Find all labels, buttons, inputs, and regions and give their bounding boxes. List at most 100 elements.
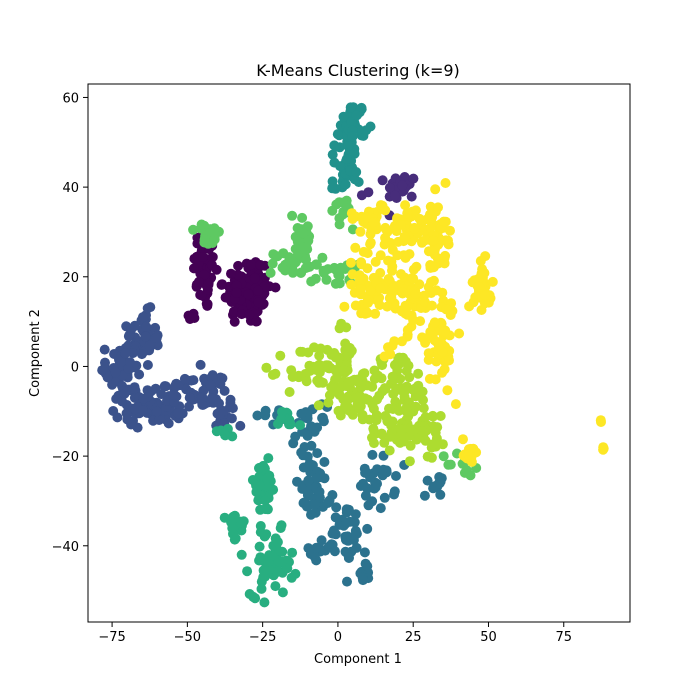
scatter-point: [328, 525, 339, 536]
scatter-point: [406, 191, 417, 202]
scatter-point: [287, 371, 298, 382]
scatter-point: [309, 552, 320, 563]
scatter-point: [375, 283, 386, 294]
scatter-point: [355, 275, 366, 286]
scatter-point: [335, 161, 346, 172]
scatter-point: [428, 411, 438, 422]
scatter-point: [276, 520, 287, 531]
scatter-point: [350, 300, 361, 311]
scatter-point: [327, 205, 338, 216]
scatter-point: [359, 368, 370, 379]
scatter-point: [312, 448, 323, 459]
scatter-point: [347, 214, 358, 224]
scatter-point: [303, 475, 314, 486]
scatter-point: [420, 412, 431, 422]
scatter-point: [474, 281, 485, 292]
scatter-point: [308, 423, 319, 434]
scatter-point: [430, 427, 441, 438]
x-tick-label: 25: [405, 630, 422, 645]
scatter-point: [340, 179, 351, 190]
scatter-point: [100, 357, 110, 368]
scatter-point: [358, 575, 368, 586]
scatter-point: [231, 287, 242, 298]
scatter-point: [141, 321, 152, 332]
scatter-point: [370, 308, 381, 319]
y-axis-ticks: −40 −20 0 20 40 60: [52, 91, 88, 555]
scatter-point: [351, 167, 362, 177]
scatter-point: [430, 184, 441, 195]
scatter-point: [321, 274, 332, 285]
scatter-point: [344, 516, 355, 527]
scatter-point: [347, 224, 358, 235]
scatter-point: [229, 534, 240, 545]
scatter-point: [399, 386, 410, 397]
scatter-point: [439, 326, 450, 337]
scatter-point: [598, 443, 609, 454]
scatter-point: [368, 423, 379, 434]
scatter-point: [163, 418, 174, 429]
scatter-point: [402, 309, 413, 320]
scatter-point: [144, 340, 155, 351]
scatter-point: [355, 226, 366, 237]
scatter-point: [475, 256, 486, 266]
scatter-point: [359, 547, 370, 558]
scatter-point: [365, 285, 376, 296]
scatter-point: [246, 259, 257, 270]
scatter-point: [208, 227, 219, 238]
scatter-point: [196, 290, 207, 301]
scatter-point: [122, 414, 133, 425]
scatter-point: [410, 401, 421, 412]
y-tick-label: −20: [52, 450, 79, 465]
y-tick-label: 60: [62, 91, 79, 106]
scatter-point: [259, 597, 270, 608]
scatter-point: [423, 348, 434, 359]
scatter-point: [292, 249, 303, 260]
scatter-point: [249, 273, 260, 284]
scatter-point: [435, 489, 446, 500]
scatter-point: [360, 467, 371, 478]
scatter-point: [243, 289, 254, 300]
scatter-point: [396, 269, 406, 280]
x-axis-label: Component 1: [314, 652, 402, 667]
scatter-point: [197, 392, 208, 403]
scatter-point: [327, 149, 338, 160]
scatter-point: [256, 583, 267, 594]
scatter-point: [440, 178, 451, 188]
scatter-point: [275, 350, 286, 361]
scatter-point: [430, 374, 441, 385]
scatter-point: [479, 290, 490, 300]
scatter-point: [284, 387, 295, 397]
scatter-point: [151, 406, 162, 417]
scatter-point: [277, 587, 288, 598]
scatter-point: [404, 249, 415, 260]
scatter-point: [358, 246, 369, 257]
scatter-point: [197, 399, 208, 410]
scatter-point: [435, 411, 446, 421]
scatter-point: [317, 252, 328, 263]
scatter-point: [332, 129, 343, 140]
scatter-point: [450, 399, 461, 410]
scatter-point: [179, 373, 190, 384]
scatter-point: [216, 279, 227, 290]
scatter-point: [387, 265, 397, 276]
scatter-point: [338, 365, 349, 375]
scatter-point: [365, 239, 376, 250]
scatter-point: [170, 381, 181, 391]
scatter-point: [225, 394, 236, 405]
scatter-point: [376, 428, 387, 439]
scatter-point: [112, 412, 123, 423]
scatter-point: [301, 242, 312, 252]
scatter-point: [410, 289, 421, 299]
scatter-point: [418, 403, 429, 414]
scatter-point: [211, 426, 222, 437]
scatter-point: [372, 394, 382, 405]
scatter-point: [418, 395, 428, 405]
y-tick-label: −40: [52, 540, 79, 555]
scatter-point: [156, 389, 167, 400]
scatter-point: [226, 268, 236, 279]
scatter-point: [368, 217, 379, 228]
scatter-point: [276, 414, 287, 425]
scatter-point: [461, 465, 472, 476]
scatter-point: [414, 213, 425, 224]
scatter-point: [427, 300, 437, 311]
